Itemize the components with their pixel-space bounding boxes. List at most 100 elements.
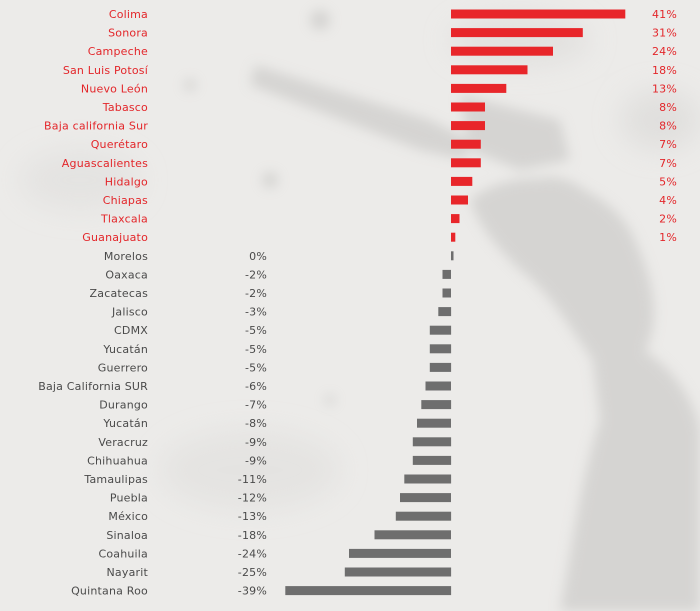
bar-row: Veracruz -9% [98, 436, 452, 449]
value-label: 5% [659, 175, 677, 188]
bar [451, 121, 485, 131]
bar [429, 325, 452, 335]
bar-row: Tlaxcala 2% [100, 213, 677, 226]
category-label: Veracruz [98, 436, 148, 449]
category-label: San Luis Potosí [63, 64, 149, 77]
bar-row: Oaxaca -2% [105, 268, 451, 281]
bar [429, 362, 452, 372]
category-label: Puebla [110, 492, 148, 505]
category-label: Tamaulipas [83, 473, 148, 486]
value-label: -18% [238, 529, 267, 542]
category-label: Sonora [108, 27, 148, 40]
value-label: 8% [659, 120, 677, 133]
bar-row: Puebla -12% [110, 492, 451, 505]
bar-row: Tamaulipas -11% [83, 473, 452, 486]
category-label: CDMX [114, 324, 148, 337]
bar-row: Quintana Roo -39% [71, 585, 452, 598]
bar [451, 251, 454, 261]
bar-row: Sonora 31% [108, 27, 677, 40]
category-label: Guerrero [98, 361, 148, 374]
category-label: Quintana Roo [71, 585, 148, 598]
bar [451, 176, 473, 186]
bar-row: Chihuahua -9% [87, 454, 452, 467]
bar-row: Guanajuato 1% [82, 231, 677, 244]
bar [412, 455, 452, 465]
bar-row: Baja california Sur 8% [44, 120, 677, 133]
bar [344, 567, 452, 577]
category-label: Morelos [104, 250, 148, 263]
bar [442, 288, 451, 298]
bar-row: Jalisco -3% [111, 306, 452, 319]
category-label: Jalisco [111, 306, 148, 319]
category-label: Yucatán [102, 343, 148, 356]
value-label: -24% [238, 547, 267, 560]
bar [412, 437, 452, 447]
bar-row: Campeche 24% [88, 45, 677, 58]
category-label: Guanajuato [82, 231, 148, 244]
value-label: -8% [245, 417, 267, 430]
bar [285, 586, 452, 596]
bar [395, 511, 452, 521]
bar [451, 195, 468, 205]
value-label: 2% [659, 213, 677, 226]
bar [400, 493, 451, 503]
value-label: -25% [238, 566, 267, 579]
bar-row: Nayarit -25% [106, 566, 452, 579]
bar [451, 65, 528, 75]
bar-row: Aguascalientes 7% [62, 157, 677, 170]
bar-row: Morelos 0% [104, 250, 454, 263]
bar [451, 9, 626, 19]
bar [417, 418, 451, 428]
value-label: -6% [245, 380, 267, 393]
bar-row: CDMX -5% [114, 324, 452, 337]
category-label: Hidalgo [105, 175, 148, 188]
value-label: 7% [659, 138, 677, 151]
category-label: Baja california Sur [44, 120, 148, 133]
bar [451, 83, 507, 93]
value-label: 4% [659, 194, 677, 207]
value-label: -9% [245, 436, 267, 449]
bar-row: Hidalgo 5% [105, 175, 677, 188]
bar-row: Baja California SUR -6% [38, 380, 451, 393]
bar [404, 474, 452, 484]
bar-row: Coahuila -24% [98, 547, 451, 560]
bar [451, 28, 583, 38]
category-label: Campeche [88, 45, 148, 58]
category-label: Nuevo León [81, 82, 148, 95]
bar [451, 46, 553, 56]
bar [451, 232, 456, 242]
category-label: Baja California SUR [38, 380, 148, 393]
value-label: -9% [245, 454, 267, 467]
bar [451, 214, 460, 224]
bar-row: Durango -7% [99, 399, 452, 412]
value-label: 31% [652, 27, 677, 40]
category-label: Zacatecas [90, 287, 149, 300]
category-label: Querétaro [91, 138, 148, 151]
bar-row: Tabasco 8% [102, 101, 677, 114]
category-label: Aguascalientes [62, 157, 148, 170]
bar [421, 400, 452, 410]
value-label: 8% [659, 101, 677, 114]
category-label: Nayarit [106, 566, 148, 579]
bar-row: México -13% [108, 510, 452, 523]
value-label: -11% [238, 473, 267, 486]
bar-row: San Luis Potosí 18% [63, 64, 677, 77]
bar [451, 102, 485, 112]
category-label: Tlaxcala [100, 213, 148, 226]
value-label: -5% [245, 324, 267, 337]
category-label: Chiapas [103, 194, 148, 207]
category-label: Tabasco [102, 101, 148, 114]
bar [451, 158, 481, 168]
bar [374, 530, 451, 540]
category-label: Sinaloa [106, 529, 148, 542]
value-label: 0% [249, 250, 267, 263]
bar [429, 344, 452, 354]
value-label: 13% [652, 82, 677, 95]
value-label: -2% [245, 268, 267, 281]
value-label: -5% [245, 343, 267, 356]
category-label: Durango [99, 399, 148, 412]
bar-row: Zacatecas -2% [90, 287, 451, 300]
bar-row: Sinaloa -18% [106, 529, 451, 542]
